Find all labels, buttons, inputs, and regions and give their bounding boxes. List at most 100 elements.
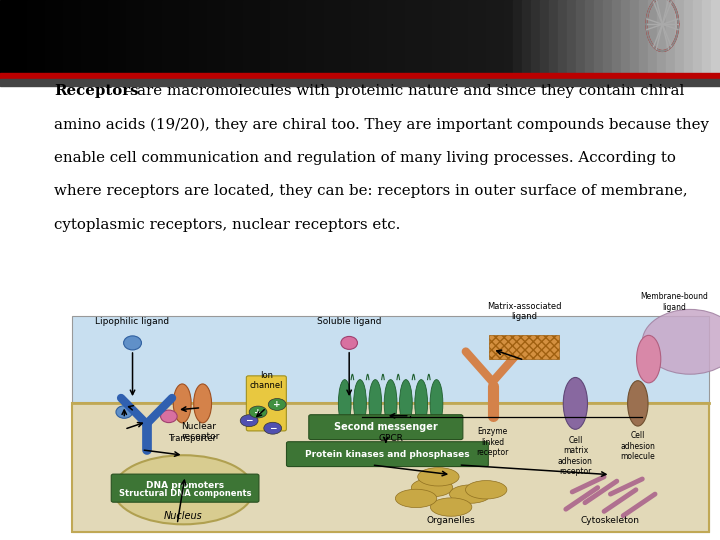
FancyBboxPatch shape — [309, 415, 463, 440]
Text: where receptors are located, they can be: receptors in outer surface of membrane: where receptors are located, they can be… — [54, 184, 688, 198]
Bar — [414, 0, 424, 73]
Ellipse shape — [354, 380, 366, 427]
Ellipse shape — [628, 381, 648, 426]
Text: Soluble ligand: Soluble ligand — [317, 316, 382, 326]
Ellipse shape — [240, 415, 258, 427]
Bar — [72, 403, 709, 532]
Bar — [306, 0, 317, 73]
Bar — [117, 0, 127, 73]
Bar — [243, 0, 253, 73]
Bar — [630, 0, 641, 73]
Bar — [576, 0, 586, 73]
Ellipse shape — [161, 410, 177, 423]
Ellipse shape — [384, 380, 397, 427]
Bar — [207, 0, 217, 73]
Ellipse shape — [174, 384, 191, 423]
Bar — [423, 0, 433, 73]
Bar — [81, 0, 91, 73]
Bar — [126, 0, 137, 73]
Bar — [621, 0, 631, 73]
Ellipse shape — [415, 380, 428, 427]
Bar — [468, 0, 478, 73]
Bar — [270, 0, 281, 73]
Text: Enzyme
linked
receptor: Enzyme linked receptor — [477, 427, 509, 457]
Bar — [234, 0, 245, 73]
Ellipse shape — [116, 406, 132, 419]
Bar — [387, 0, 397, 73]
Bar — [72, 0, 82, 73]
Bar — [639, 0, 649, 73]
Bar — [261, 0, 271, 73]
Bar — [504, 0, 514, 73]
Text: Nuclear
receptor: Nuclear receptor — [181, 422, 220, 441]
Text: Nucleus: Nucleus — [164, 511, 203, 521]
Ellipse shape — [194, 384, 212, 423]
Bar — [585, 0, 595, 73]
Bar — [324, 0, 334, 73]
FancyBboxPatch shape — [112, 474, 259, 502]
Bar — [675, 0, 685, 73]
Bar — [648, 0, 658, 73]
Bar — [144, 0, 154, 73]
Ellipse shape — [418, 468, 459, 486]
Bar — [90, 0, 101, 73]
Bar — [441, 0, 451, 73]
Text: Cell
adhesion
molecule: Cell adhesion molecule — [621, 431, 655, 461]
Text: +: + — [274, 400, 281, 409]
Bar — [54, 0, 65, 73]
Ellipse shape — [465, 481, 507, 499]
Text: Transporter: Transporter — [168, 434, 216, 443]
Bar — [432, 0, 442, 73]
Ellipse shape — [636, 335, 661, 383]
Bar — [594, 0, 604, 73]
Ellipse shape — [400, 380, 413, 427]
Text: Organelles: Organelles — [427, 516, 475, 525]
Bar — [486, 0, 497, 73]
Text: GPCR: GPCR — [378, 434, 403, 443]
Bar — [135, 0, 145, 73]
Text: cytoplasmic receptors, nuclear receptors etc.: cytoplasmic receptors, nuclear receptors… — [54, 218, 400, 232]
Bar — [0, 0, 11, 73]
Bar — [18, 0, 29, 73]
Bar — [531, 0, 541, 73]
Bar — [540, 0, 550, 73]
Text: Matrix-associated
ligand: Matrix-associated ligand — [487, 302, 562, 321]
Bar — [657, 0, 667, 73]
Ellipse shape — [341, 336, 357, 349]
Bar — [252, 0, 262, 73]
Bar — [522, 0, 532, 73]
Bar — [72, 316, 709, 532]
Text: Membrane-bound
ligand: Membrane-bound ligand — [640, 292, 708, 312]
Text: DNA promoters: DNA promoters — [146, 481, 224, 490]
Text: Ion
channel: Ion channel — [250, 371, 283, 390]
Bar — [558, 0, 569, 73]
Ellipse shape — [395, 489, 437, 508]
Bar — [513, 0, 523, 73]
Bar — [153, 0, 163, 73]
Bar — [162, 0, 173, 73]
Text: Protein kinases and phosphases: Protein kinases and phosphases — [305, 450, 469, 458]
Text: enable cell communication and regulation of many living processes. According to: enable cell communication and regulation… — [54, 151, 676, 165]
Bar — [180, 0, 190, 73]
FancyBboxPatch shape — [287, 442, 488, 467]
Bar — [108, 0, 119, 73]
Bar — [684, 0, 694, 73]
Ellipse shape — [269, 399, 286, 410]
Bar — [9, 0, 19, 73]
Bar — [279, 0, 289, 73]
Text: Second messenger: Second messenger — [334, 422, 438, 432]
Bar — [459, 0, 469, 73]
Bar — [333, 0, 343, 73]
Bar — [378, 0, 389, 73]
Bar — [666, 0, 677, 73]
Bar — [315, 0, 325, 73]
Bar — [225, 0, 235, 73]
Bar — [0, 79, 720, 86]
Bar — [567, 0, 577, 73]
Bar — [369, 0, 379, 73]
Bar — [612, 0, 622, 73]
Ellipse shape — [642, 309, 720, 374]
Bar — [99, 0, 109, 73]
Bar — [711, 0, 720, 73]
Bar — [405, 0, 415, 73]
